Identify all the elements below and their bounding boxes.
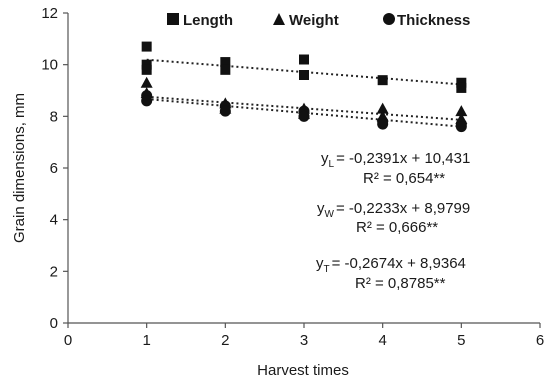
legend-label-weight: Weight xyxy=(289,12,339,29)
point-thickness xyxy=(219,105,231,117)
legend-label-length: Length xyxy=(183,12,233,29)
equation-weight: yW = -0,2233x + 8,9799 xyxy=(317,200,470,220)
y-tick-label: 4 xyxy=(50,212,58,229)
legend-label-thickness: Thickness xyxy=(397,12,470,29)
y-tick-label: 12 xyxy=(41,5,58,22)
y-tick-label: 6 xyxy=(50,160,58,177)
point-length xyxy=(456,82,467,93)
point-thickness xyxy=(141,95,153,107)
x-tick-label: 1 xyxy=(142,332,150,349)
equation-thickness: yT = -0,2674x + 8,9364 xyxy=(316,255,466,275)
x-tick-label: 2 xyxy=(221,332,229,349)
data-markers xyxy=(140,41,468,133)
equation-thickness-sub: T xyxy=(324,264,330,275)
point-length xyxy=(377,75,388,86)
legend-marker-length xyxy=(167,13,179,25)
equation-length-sub: L xyxy=(329,159,335,170)
r2-thickness: R² = 0,8785** xyxy=(355,275,446,292)
legend-marker-thickness xyxy=(383,13,395,25)
equation-weight-y: y xyxy=(317,200,325,217)
point-length xyxy=(141,64,152,75)
point-length xyxy=(456,77,467,88)
equation-length: yL = -0,2391x + 10,431 xyxy=(321,150,470,170)
point-length xyxy=(220,57,231,68)
r2-weight: R² = 0,666** xyxy=(356,219,438,236)
equation-thickness-formula: = -0,2674x + 8,9364 xyxy=(332,255,466,272)
y-axis-title: Grain dimensions, mm xyxy=(11,93,28,243)
point-thickness xyxy=(298,110,310,122)
y-tick-label: 8 xyxy=(50,108,58,125)
x-tick-label: 4 xyxy=(378,332,386,349)
legend-marker-weight xyxy=(273,13,285,25)
point-length xyxy=(299,70,309,80)
equation-thickness-y: y xyxy=(316,255,324,272)
equation-weight-formula: = -0,2233x + 8,9799 xyxy=(336,200,470,217)
legend: Length Weight Thickness xyxy=(167,12,470,29)
x-tick-label: 3 xyxy=(300,332,308,349)
trend-equations: yL = -0,2391x + 10,431 R² = 0,654** yW = -… xyxy=(316,150,470,292)
r2-length: R² = 0,654** xyxy=(363,170,445,187)
equation-length-formula: = -0,2391x + 10,431 xyxy=(336,150,470,167)
equation-length-y: y xyxy=(321,150,329,167)
point-length xyxy=(141,41,152,52)
y-tick-label: 2 xyxy=(50,263,58,280)
x-tick-label: 6 xyxy=(536,332,544,349)
point-weight xyxy=(140,76,153,88)
y-tick-label: 10 xyxy=(41,57,58,74)
point-thickness xyxy=(377,118,389,130)
point-length xyxy=(141,59,152,70)
point-thickness xyxy=(455,121,467,133)
point-length xyxy=(299,54,309,65)
point-weight xyxy=(376,102,389,114)
x-tick-label: 5 xyxy=(457,332,465,349)
x-tick-label: 0 xyxy=(64,332,72,349)
x-axis-title: Harvest times xyxy=(257,362,349,379)
equation-weight-sub: W xyxy=(325,209,335,220)
y-tick-label: 0 xyxy=(50,315,58,332)
point-length xyxy=(220,64,231,75)
point-weight xyxy=(455,105,468,117)
